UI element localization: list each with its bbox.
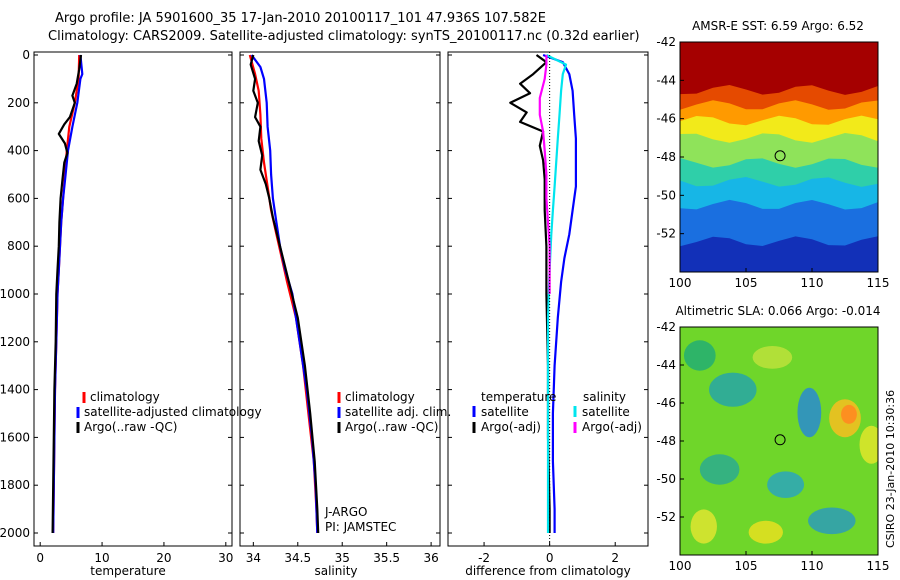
y-tick-label: -46 — [656, 112, 676, 126]
y-tick-label: 1400 — [0, 383, 30, 397]
x-tick-label: 36 — [423, 551, 438, 565]
sst-map: 100 105 110 115 -42 -44 -46 -48 -50 -52 — [656, 35, 890, 290]
y-tick-label: 1600 — [0, 430, 30, 444]
x-tick-label: 110 — [801, 559, 824, 573]
temperature-plot: 0 10 20 30 0 200 400 600 800 1000 1200 1400 1600 1800… — [0, 48, 233, 565]
x-tick-label: 100 — [669, 276, 692, 290]
x-tick-label: 35.5 — [373, 551, 400, 565]
x-tick-label: 10 — [94, 551, 109, 565]
y-tick-label: -48 — [656, 434, 676, 448]
series-line-temperature-satellite — [542, 53, 577, 533]
sla-anomaly-blob — [841, 404, 857, 424]
series-line-argo-raw-qc — [51, 54, 83, 534]
salinity-legend: climatology satellite adj. clim. Argo(..… — [324, 390, 451, 534]
legend-label-climatology: climatology — [90, 390, 160, 404]
principal-investigator-label: PI: JAMSTEC — [325, 520, 396, 534]
temperature-plot-frame — [33, 51, 233, 547]
sla-anomaly-blob — [808, 507, 856, 535]
x-tick-label: 105 — [735, 276, 758, 290]
profile-location-marker — [774, 434, 786, 446]
legend-label-temp-argo: Argo(-adj) — [481, 420, 541, 434]
y-tick-label: -44 — [656, 73, 676, 87]
x-tick-label: 0 — [546, 551, 554, 565]
difference-legend: temperature satellite Argo(-adj) salinit… — [472, 390, 642, 434]
y-tick-label: -46 — [656, 396, 676, 410]
legend-label-climatology: climatology — [345, 390, 415, 404]
y-tick-label: 600 — [7, 191, 30, 205]
temperature-xlabel: temperature — [90, 564, 165, 578]
y-tick-label: 1200 — [0, 335, 30, 349]
y-tick-label: 1000 — [0, 287, 30, 301]
series-line-argo-raw-qc — [249, 54, 320, 534]
legend-label-sal-satellite: satellite — [582, 405, 630, 419]
figure-title-line1: Argo profile: JA 5901600_35 17-Jan-2010 … — [55, 11, 546, 26]
sla-anomaly-blob — [699, 454, 740, 485]
y-tick-label: -50 — [656, 472, 676, 486]
y-tick-label: 1800 — [0, 478, 30, 492]
y-tick-label: -50 — [656, 188, 676, 202]
y-tick-label: 400 — [7, 144, 30, 158]
legend-label-argo: Argo(..raw -QC) — [345, 420, 438, 434]
legend-group-salinity: salinity — [583, 390, 626, 404]
sla-anomaly-blob — [683, 340, 716, 371]
difference-xlabel: difference from climatology — [465, 564, 631, 578]
sst-band — [680, 236, 878, 272]
x-tick-label: 20 — [156, 551, 171, 565]
profile-location-marker — [774, 150, 786, 162]
y-tick-label: 0 — [22, 48, 30, 62]
sla-anomaly-blob — [797, 387, 822, 438]
difference-plot: -2 0 2 — [448, 53, 648, 565]
x-tick-label: -2 — [478, 551, 490, 565]
legend-label-satellite: satellite adj. clim. — [345, 405, 451, 419]
side-stamp: CSIRO 23-Jan-2010 10:30:36 — [884, 390, 897, 548]
y-tick-label: 800 — [7, 239, 30, 253]
sst-map-title: AMSR-E SST: 6.59 Argo: 6.52 — [692, 19, 864, 33]
x-tick-label: 30 — [218, 551, 233, 565]
x-tick-label: 35 — [335, 551, 350, 565]
sla-map: 100 105 110 115 -42 -44 -46 -48 -50 -52 — [656, 320, 889, 573]
series-line-salinity-satellite — [545, 54, 568, 533]
float-program-label: J-ARGO — [324, 505, 367, 519]
legend-label-temp-satellite: satellite — [481, 405, 529, 419]
x-tick-label: 0 — [36, 551, 44, 565]
y-tick-label: 2000 — [0, 526, 30, 540]
x-tick-label: 105 — [735, 559, 758, 573]
x-tick-label: 115 — [867, 559, 890, 573]
sla-anomaly-blob — [709, 372, 757, 407]
sla-anomaly-blob — [748, 520, 783, 544]
temperature-legend: climatology satellite-adjusted climatolo… — [76, 390, 262, 434]
legend-label-satellite: satellite-adjusted climatology — [84, 405, 262, 419]
x-tick-label: 34.5 — [284, 551, 311, 565]
x-tick-label: 115 — [867, 276, 890, 290]
sla-anomaly-blob — [752, 346, 793, 369]
sla-anomaly-blob — [690, 509, 717, 544]
x-tick-label: 110 — [801, 276, 824, 290]
y-tick-label: -42 — [656, 35, 676, 49]
legend-group-temperature: temperature — [481, 390, 556, 404]
x-tick-label: 100 — [669, 559, 692, 573]
y-tick-label: -42 — [656, 320, 676, 334]
map-field — [680, 42, 878, 272]
figure-title-line2: Climatology: CARS2009. Satellite-adjuste… — [48, 29, 640, 44]
x-tick-label: 34 — [246, 551, 261, 565]
legend-label-argo: Argo(..raw -QC) — [84, 420, 177, 434]
salinity-xlabel: salinity — [314, 564, 357, 578]
y-tick-label: -44 — [656, 358, 676, 372]
y-tick-label: -52 — [656, 510, 676, 524]
series-line-salinity-argo-adj — [538, 55, 551, 294]
x-tick-label: 2 — [611, 551, 619, 565]
salinity-plot: 34 34.5 35 35.5 36 — [240, 54, 440, 565]
y-tick-label: -48 — [656, 150, 676, 164]
y-tick-label: -52 — [656, 227, 676, 241]
legend-label-sal-argo: Argo(-adj) — [582, 420, 642, 434]
y-tick-label: 200 — [7, 96, 30, 110]
sla-map-title: Altimetric SLA: 0.066 Argo: -0.014 — [675, 304, 880, 318]
map-field — [680, 327, 878, 555]
sla-anomaly-blob — [767, 471, 805, 499]
salinity-plot-frame — [239, 51, 441, 547]
sla-anomaly-blob — [859, 425, 878, 464]
